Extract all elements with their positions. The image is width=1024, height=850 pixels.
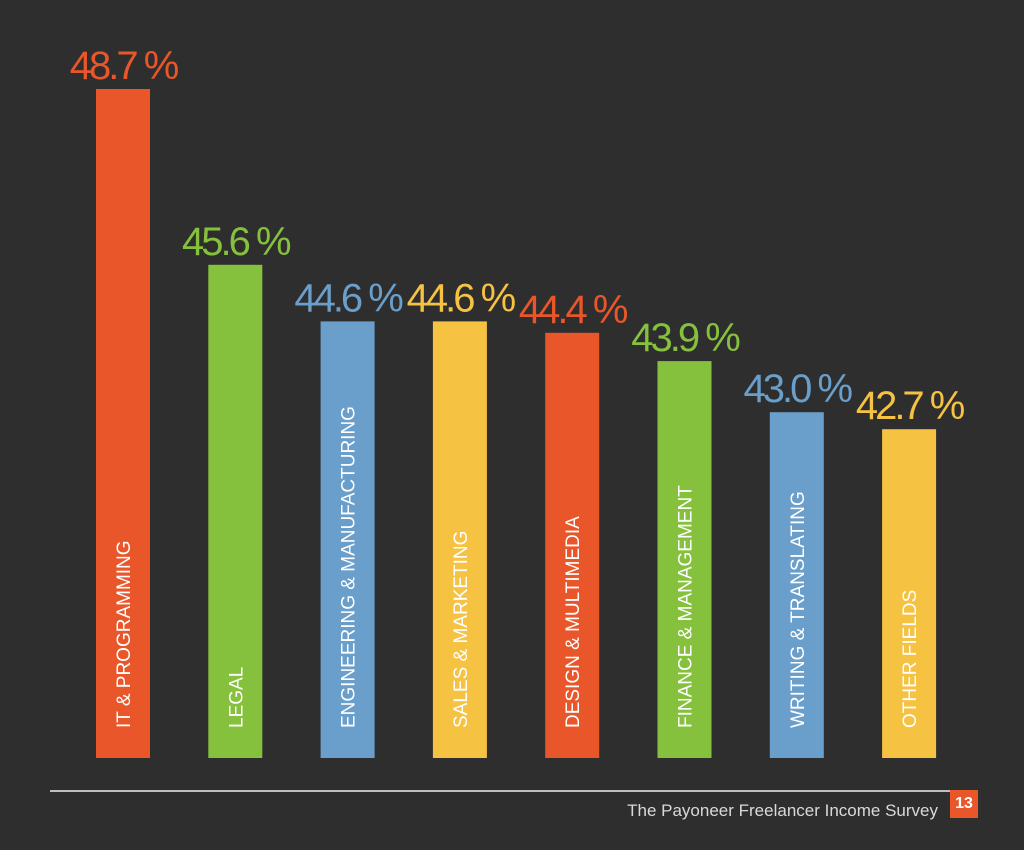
bar-1 — [208, 264, 263, 758]
category-label-6: WRITING & TRANSLATING — [788, 491, 809, 728]
category-label-5: FINANCE & MANAGEMENT — [676, 485, 697, 728]
bar-3 — [432, 321, 487, 758]
bar-value-label-5: 43.9 % — [631, 316, 740, 360]
bar-0 — [96, 89, 150, 758]
bar-value-label-1: 45.6 % — [182, 220, 291, 264]
bar-value-label-4: 44.4 % — [519, 288, 628, 332]
bar-2 — [320, 321, 375, 758]
category-label-7: OTHER FIELDS — [900, 590, 921, 728]
bar-7 — [882, 429, 937, 758]
bar-value-label-6: 43.0 % — [744, 367, 853, 411]
bar-5 — [657, 361, 712, 758]
bar-value-label-0: 48.7 % — [70, 44, 179, 88]
footer-divider — [50, 790, 974, 792]
bar-value-label-7: 42.7 % — [856, 384, 965, 428]
bar-6 — [769, 412, 824, 758]
bar-value-label-3: 44.6 % — [407, 276, 516, 320]
category-label-3: SALES & MARKETING — [451, 531, 472, 728]
page-number-badge: 13 — [950, 790, 978, 818]
footer-source: The Payoneer Freelancer Income Survey — [627, 801, 938, 820]
bar-4 — [545, 332, 600, 758]
category-label-2: ENGINEERING & MANUFACTURING — [339, 406, 360, 728]
category-label-0: IT & PROGRAMMING — [114, 540, 135, 728]
category-label-4: DESIGN & MULTIMEDIA — [563, 516, 584, 728]
category-label-1: LEGAL — [226, 667, 247, 728]
bar-value-label-2: 44.6 % — [294, 276, 403, 320]
